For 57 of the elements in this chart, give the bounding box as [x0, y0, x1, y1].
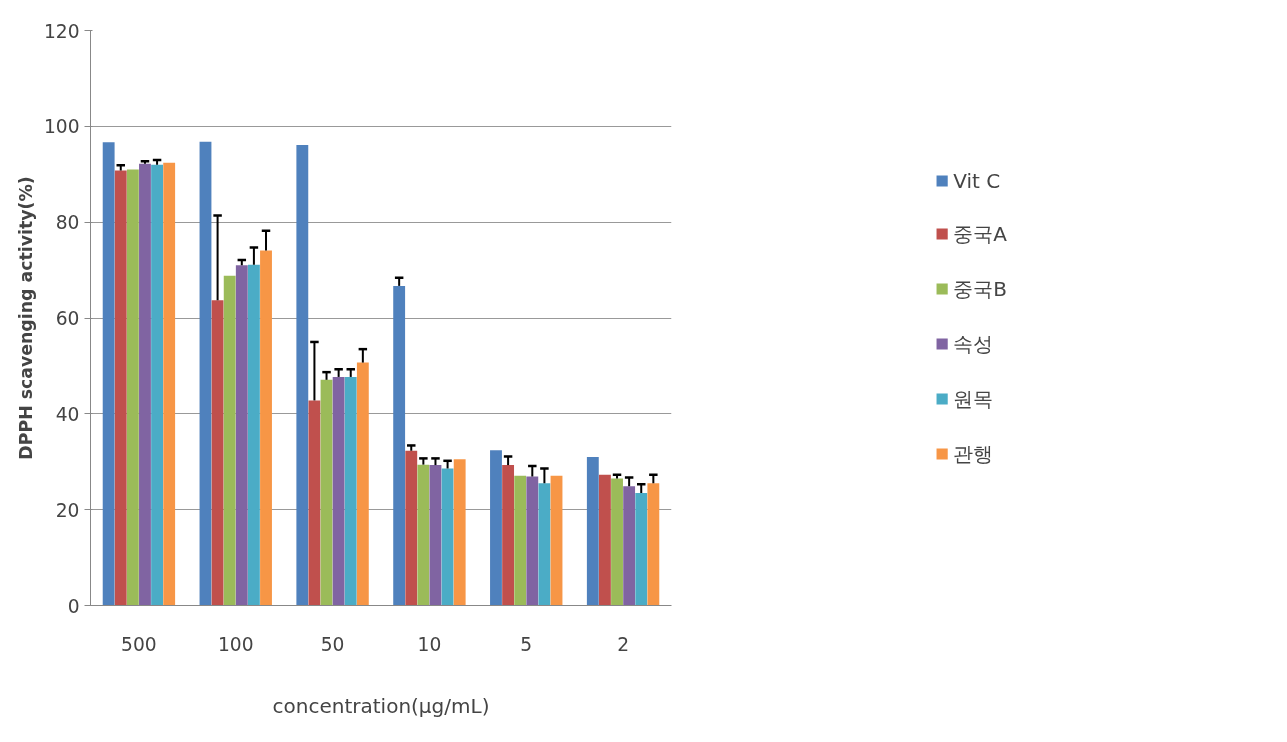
bar — [260, 250, 272, 606]
x-tick-label: 2 — [617, 633, 630, 655]
bar — [441, 468, 454, 606]
bar — [490, 450, 502, 606]
bar — [502, 465, 515, 606]
bar — [393, 285, 406, 606]
bar — [453, 459, 466, 606]
bar — [635, 492, 648, 606]
bar — [223, 275, 236, 606]
bar — [199, 141, 212, 606]
bar — [538, 483, 551, 606]
y-axis-title: DPPH scavenging activity(%) — [15, 176, 36, 460]
x-tick-label: 500 — [121, 633, 157, 655]
bar — [296, 145, 309, 606]
y-tick-label: 20 — [55, 499, 80, 521]
bar — [356, 362, 369, 606]
bar — [151, 164, 163, 606]
bar — [417, 464, 430, 606]
bar — [308, 400, 321, 606]
bar — [611, 478, 623, 606]
bar — [514, 475, 527, 606]
bar — [139, 163, 151, 606]
bar — [429, 465, 442, 606]
bar — [247, 264, 260, 606]
legend-label: 중국B — [953, 275, 1007, 302]
bar — [586, 456, 599, 606]
bar — [332, 376, 345, 606]
bar — [320, 379, 333, 606]
bar — [211, 300, 224, 606]
bar — [599, 474, 611, 606]
bar — [405, 450, 418, 606]
x-tick-label: 50 — [320, 633, 345, 655]
x-tick-label: 5 — [520, 633, 533, 655]
bar — [114, 170, 127, 606]
x-tick-label: 100 — [217, 633, 254, 655]
x-axis-title: concentration(µg/mL) — [272, 693, 490, 718]
bar — [126, 169, 139, 606]
legend-label: 관행 — [953, 440, 994, 467]
legend-label: 중국A — [953, 220, 1007, 247]
bar — [344, 376, 357, 606]
y-tick-label: 60 — [55, 308, 80, 329]
bar — [647, 483, 660, 606]
bar — [526, 476, 539, 606]
bar — [623, 486, 636, 606]
bar — [163, 162, 176, 606]
y-tick-label: 100 — [43, 116, 80, 138]
legend-label: 속성 — [953, 330, 994, 357]
y-tick-label: 0 — [67, 595, 80, 617]
legend-label: Vit C — [953, 168, 1001, 192]
bar — [550, 475, 563, 606]
y-tick-label: 40 — [55, 403, 80, 425]
y-tick-label: 80 — [55, 212, 80, 234]
legend-label: 원목 — [953, 385, 994, 412]
x-tick-label: 10 — [417, 633, 442, 655]
bar — [102, 142, 115, 606]
bar — [235, 265, 248, 606]
y-tick-label: 120 — [43, 20, 80, 42]
